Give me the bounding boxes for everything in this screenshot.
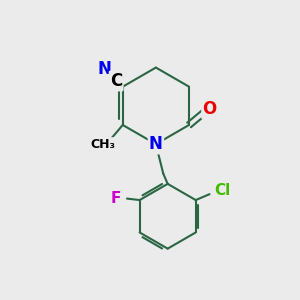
Text: O: O	[202, 100, 217, 118]
Text: F: F	[111, 191, 121, 206]
Text: CH₃: CH₃	[91, 138, 116, 151]
Text: C: C	[110, 72, 122, 90]
Text: Cl: Cl	[214, 183, 230, 198]
Text: N: N	[97, 60, 111, 78]
Text: N: N	[149, 135, 163, 153]
